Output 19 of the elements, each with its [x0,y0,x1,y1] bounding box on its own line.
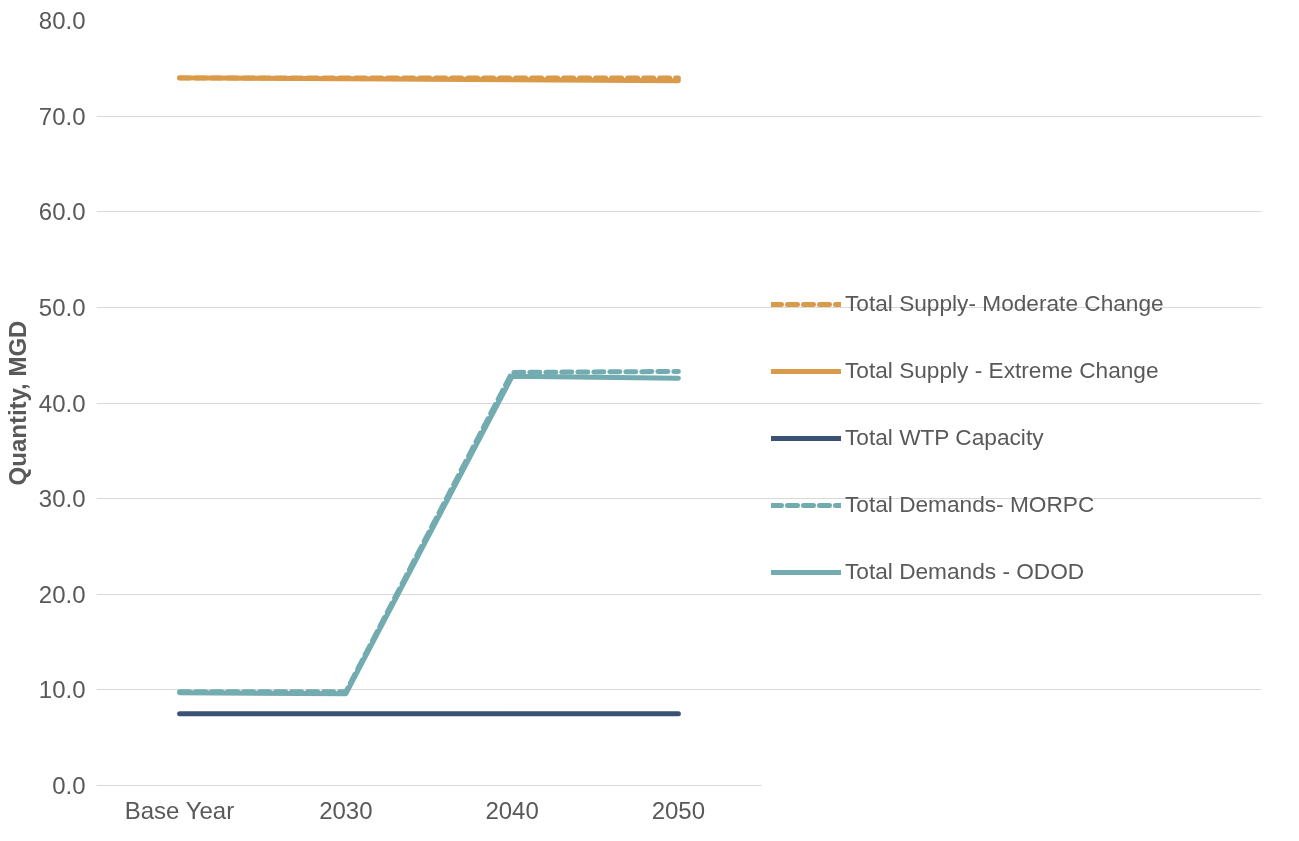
y-tick-label: 0.0 [52,772,86,799]
y-tick-label: 40.0 [38,389,86,417]
y-tick-label: 30.0 [38,485,86,513]
legend-label: Total Demands - ODOD [845,558,1085,585]
legend-label: Total Supply - Extreme Change [845,357,1159,384]
y-tick-label: 10.0 [38,676,86,704]
x-tick-label: Base Year [124,796,235,824]
y-tick-label: 70.0 [38,102,86,130]
y-axis-title: Quantity, MGD [3,320,31,486]
x-tick-label: 2030 [319,796,373,824]
y-tick-label: 50.0 [38,293,86,321]
legend-label: Total Supply- Moderate Change [845,290,1164,317]
x-tick-label: 2050 [651,796,706,824]
y-tick-label: 60.0 [38,198,86,226]
legend-label: Total Demands- MORPC [845,491,1095,518]
y-tick-label: 20.0 [38,580,86,608]
y-tick-label: 80.0 [38,7,86,34]
legend-label: Total WTP Capacity [845,424,1044,451]
x-tick-label: 2040 [485,796,539,824]
